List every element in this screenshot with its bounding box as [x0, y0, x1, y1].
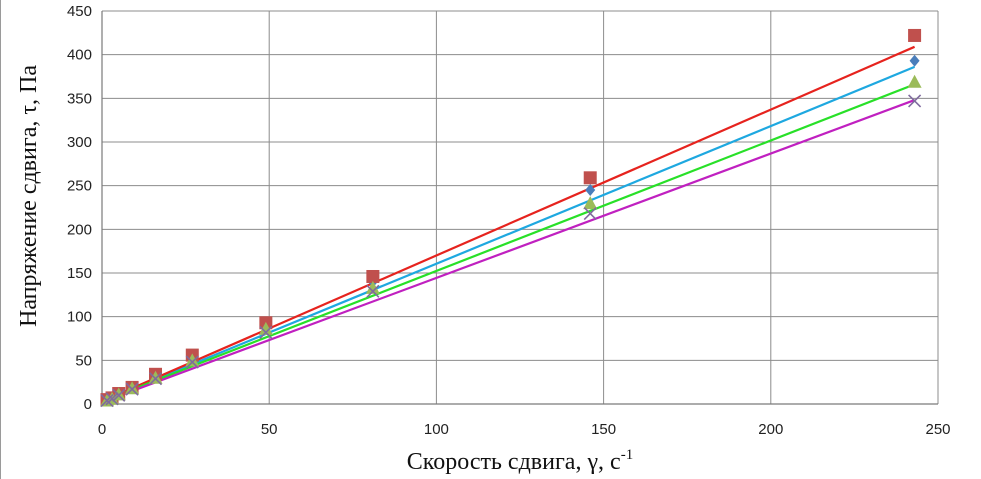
- x-marker-stroke: [583, 207, 597, 221]
- x-tick-label: 150: [591, 421, 616, 438]
- y-tick-label: 250: [67, 178, 92, 195]
- y-tick-label: 350: [67, 90, 92, 107]
- data-point-s1: [585, 184, 596, 197]
- data-point-s3: [148, 370, 163, 384]
- x-marker-stroke: [105, 392, 119, 406]
- x-tick-label: 250: [925, 421, 950, 438]
- x-tick-label: 50: [261, 421, 278, 438]
- y-tick-label: 200: [67, 221, 92, 238]
- x-tick-label: 100: [424, 421, 449, 438]
- x-tick-labels: 0 50 100 150 200 250: [98, 421, 951, 438]
- data-point-s4: [100, 393, 114, 408]
- grid-lines: [101, 10, 939, 405]
- axes: [101, 11, 938, 405]
- y-tick-label: 150: [67, 265, 92, 282]
- data-point-s4: [583, 207, 597, 221]
- y-axis-title: Напряжение сдвига, τ, Па: [16, 65, 42, 327]
- data-markers: [100, 28, 922, 408]
- data-point-s3: [365, 280, 380, 294]
- data-point-s4: [366, 284, 380, 298]
- data-point-s3: [907, 74, 922, 88]
- trend-line-3: [101, 83, 915, 403]
- x-tick-label: 200: [758, 421, 783, 438]
- x-marker-stroke: [259, 325, 273, 339]
- data-point-s2: [908, 28, 922, 42]
- x-marker-stroke: [112, 388, 126, 402]
- data-point-s4: [908, 94, 922, 108]
- trend-line-4: [101, 99, 915, 404]
- trend-line-1: [101, 65, 916, 403]
- x-axis-title-superscript: -1: [621, 447, 634, 463]
- x-marker-stroke: [366, 284, 380, 298]
- data-point-s3: [125, 381, 140, 395]
- x-axis-title: Скорость сдвига, γ, с-1: [407, 447, 633, 475]
- y-tick-label: 0: [84, 396, 92, 413]
- x-marker-stroke: [908, 94, 922, 108]
- x-marker-stroke: [100, 393, 114, 408]
- data-point-s4: [112, 388, 126, 402]
- x-marker-stroke: [125, 382, 139, 396]
- x-marker-stroke: [185, 355, 199, 369]
- data-point-s4: [148, 372, 163, 386]
- data-point-s2: [366, 269, 380, 283]
- y-tick-label: 300: [67, 134, 92, 151]
- data-point-s3: [111, 387, 126, 401]
- data-point-s2: [583, 171, 597, 185]
- y-tick-label: 100: [67, 309, 92, 326]
- data-point-s3: [185, 353, 200, 367]
- data-point-s1: [909, 54, 920, 67]
- x-tick-label: 0: [98, 421, 106, 438]
- x-marker-stroke: [148, 372, 163, 386]
- data-point-s3: [258, 321, 273, 335]
- data-point-s3: [583, 196, 598, 210]
- data-point-s4: [185, 355, 199, 369]
- trend-lines: [101, 45, 916, 404]
- y-tick-label: 450: [67, 3, 92, 20]
- data-point-s4: [125, 382, 139, 396]
- data-point-s4: [105, 392, 119, 406]
- data-point-s4: [259, 325, 273, 339]
- trend-line-2: [101, 45, 916, 403]
- y-tick-labels: 0 50 100 150 200 250 300 350 400 450: [67, 3, 92, 413]
- y-tick-label: 400: [67, 47, 92, 64]
- y-tick-label: 50: [75, 352, 92, 369]
